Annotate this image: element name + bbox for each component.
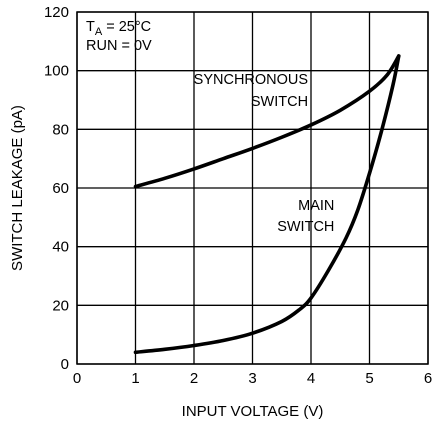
- plot-frame: [76, 11, 429, 365]
- x-tick-labels: 0 1 2 3 4 5 6: [73, 370, 432, 387]
- x-tick-label: 2: [190, 370, 198, 387]
- synchronous-switch-curve: [133, 54, 401, 189]
- y-tick-label: 120: [44, 4, 69, 21]
- temp-symbol: T: [86, 19, 95, 35]
- y-tick-label: 40: [52, 239, 69, 256]
- x-tick-label: 6: [424, 370, 432, 387]
- x-tick-label: 4: [307, 370, 315, 387]
- y-tick-label: 0: [61, 356, 69, 373]
- y-tick-labels: 0 20 40 60 80 100 120: [44, 4, 69, 373]
- synchronous-switch-label-line: SYNCHRONOUS: [194, 72, 308, 88]
- x-tick-label: 3: [248, 370, 256, 387]
- synchronous-switch-label-line: SWITCH: [251, 94, 308, 110]
- temp-value: = 25°C: [102, 19, 151, 35]
- main-switch-label-line: MAIN: [298, 198, 334, 214]
- y-tick-label: 80: [52, 121, 69, 138]
- y-tick-label: 100: [44, 63, 69, 80]
- y-tick-label: 60: [52, 180, 69, 197]
- x-tick-label: 0: [73, 370, 81, 387]
- grid: [76, 11, 429, 365]
- y-tick-label: 20: [52, 297, 69, 314]
- x-tick-label: 5: [365, 370, 373, 387]
- y-axis-title: SWITCH LEAKAGE (pA): [9, 105, 26, 271]
- run-condition-label: RUN = 0V: [86, 38, 152, 54]
- main-switch-label-line: SWITCH: [277, 219, 334, 235]
- x-axis-title: INPUT VOLTAGE (V): [182, 403, 324, 420]
- ambient-temperature-label: TA = 25°C: [86, 19, 151, 38]
- main-switch-curve: [133, 54, 401, 355]
- annotations: SYNCHRONOUS SWITCH MAIN SWITCH: [194, 72, 335, 235]
- x-tick-label: 1: [131, 370, 139, 387]
- temp-subscript: A: [95, 26, 103, 38]
- series-group: [133, 54, 401, 355]
